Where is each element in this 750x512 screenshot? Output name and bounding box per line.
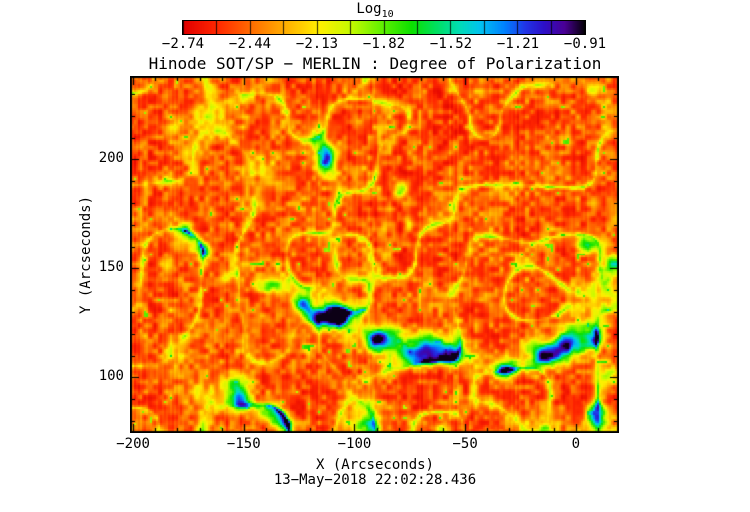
colorbar-tick-label: −2.44 bbox=[228, 36, 272, 52]
polarization-heatmap bbox=[130, 76, 619, 433]
y-tick-label: 150 bbox=[98, 259, 124, 276]
x-tick-label: −150 bbox=[226, 436, 261, 452]
plot-title: Hinode SOT/SP − MERLIN : Degree of Polar… bbox=[148, 54, 602, 73]
colorbar-title-subscript: 10 bbox=[381, 8, 394, 20]
colorbar-title: Log10 bbox=[0, 2, 750, 20]
colorbar-tick-label: −0.91 bbox=[563, 36, 607, 52]
y-axis-label: Y (Arcseconds) bbox=[78, 195, 94, 315]
x-tick-label: −100 bbox=[337, 436, 372, 452]
colorbar-gradient bbox=[182, 20, 586, 35]
colorbar-tick-label: −2.13 bbox=[295, 36, 339, 52]
colorbar-tick-label: −1.52 bbox=[429, 36, 473, 52]
colorbar-tick-label: −1.82 bbox=[362, 36, 406, 52]
colorbar-title-text: Log bbox=[356, 1, 382, 17]
y-tick-label: 100 bbox=[98, 368, 124, 385]
colorbar-tick-label: −2.74 bbox=[161, 36, 205, 52]
x-axis-label: X (Arcseconds) bbox=[315, 457, 434, 473]
y-tick-label: 200 bbox=[98, 150, 124, 167]
x-tick-label: −50 bbox=[452, 436, 478, 452]
x-tick-label: 0 bbox=[571, 436, 581, 452]
x-tick-label: −200 bbox=[116, 436, 150, 452]
timestamp: 13−May−2018 22:02:28.436 bbox=[273, 472, 477, 488]
colorbar-tick-label: −1.21 bbox=[496, 36, 540, 52]
